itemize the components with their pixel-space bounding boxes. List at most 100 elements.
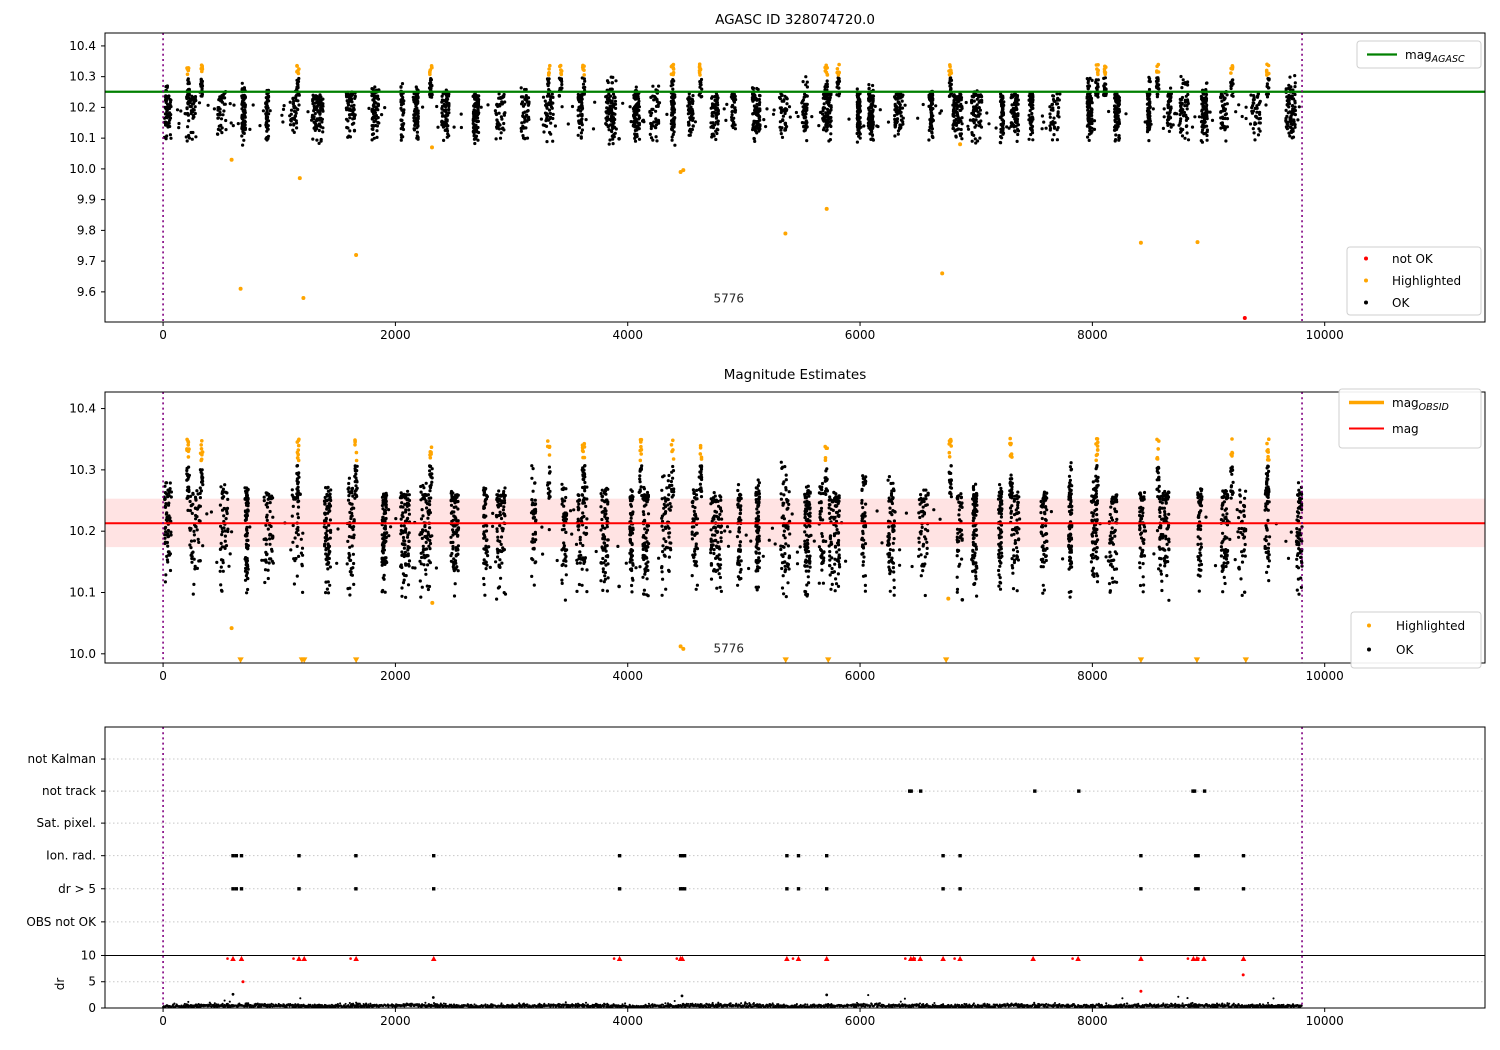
- x-tick-label: 8000: [1077, 1014, 1108, 1028]
- dr-clipped-high-marker: [238, 955, 245, 962]
- ok-points-layer: [162, 460, 1304, 602]
- highlighted-outlier-point: [678, 644, 683, 649]
- dr-red-layer: [226, 955, 1247, 962]
- plot-flags-content-layer: not Kalman not track Sat. pixel. Ion. rad. d…: [26, 726, 1486, 1028]
- highlighted-points-layer: [185, 436, 1271, 651]
- legend-mag-agasc-label: magAGASC: [1405, 48, 1465, 65]
- highlighted-outlier-point: [354, 253, 359, 257]
- highlighted-outlier-point: [958, 142, 963, 147]
- plot-agasc-content-layer: 0 2000 4000 6000 8000 10000 10.4 10.3 10.2 10.1 10…: [69, 32, 1486, 342]
- flag-point: [682, 887, 687, 891]
- dr-tick-label: 10: [81, 948, 96, 962]
- y-tick-label: 10.0: [69, 647, 96, 661]
- flag-point: [239, 854, 244, 858]
- flag-point: [958, 854, 962, 858]
- legend-label-sub: OBSID: [1419, 402, 1449, 413]
- annotation-obsid-mags: 5776: [714, 642, 745, 656]
- plot-flags: not Kalman not track Sat. pixel. Ion. rad. d…: [26, 726, 1486, 1028]
- dr-tick-label: 5: [88, 975, 96, 989]
- y-tick-label: 9.8: [77, 223, 96, 237]
- dr-clipped-high-marker: [795, 955, 802, 962]
- flag-point: [231, 887, 235, 891]
- clipped-low-marker: [1242, 657, 1250, 663]
- highlighted-outlier-point: [229, 157, 234, 162]
- axes-box: [104, 391, 1486, 664]
- x-tick-label: 0: [159, 669, 167, 683]
- flag-point: [617, 887, 622, 891]
- plot-magnitude-estimates-title: Magnitude Estimates: [724, 367, 866, 383]
- legend-agasc-points-box: [1346, 246, 1482, 316]
- dr-not-ok-point: [904, 957, 907, 960]
- legend-not-ok-label: not OK: [1392, 252, 1434, 266]
- highlighted-points-layer: [185, 62, 1271, 300]
- plot-magnitude-estimates: Magnitude Estimates 0 2000 4000 6000 8000 100…: [69, 367, 1486, 683]
- highlighted-outlier-point: [238, 286, 243, 291]
- dr-ok-outlier: [431, 996, 435, 999]
- x-tick-label: 8000: [1077, 328, 1108, 342]
- flag-point: [941, 854, 945, 858]
- highlighted-outlier-point: [229, 626, 234, 631]
- x-tick-label: 4000: [612, 1014, 643, 1028]
- dr-not-ok-point: [675, 957, 679, 960]
- dr-clipped-high-marker: [940, 955, 946, 962]
- x-tick-label: 0: [159, 328, 167, 342]
- dr-clipped-high-marker: [1201, 955, 1207, 962]
- flag-row-label: OBS not OK: [26, 915, 97, 929]
- flag-point: [1192, 789, 1197, 793]
- flag-point: [297, 887, 301, 891]
- x-tick-label: 0: [159, 1014, 167, 1028]
- flag-row-label: not track: [42, 784, 96, 798]
- x-tick-label: 6000: [845, 1014, 876, 1028]
- highlighted-outlier-point: [824, 206, 829, 211]
- highlighted-outlier-point: [681, 168, 686, 173]
- dr-clipped-high-marker: [430, 955, 437, 962]
- flag-row-label: Sat. pixel.: [36, 816, 96, 830]
- dr-clipped-high-marker: [296, 955, 302, 962]
- ok-outlier-point: [617, 137, 621, 141]
- flag-point: [432, 887, 436, 891]
- ok-marker-icon: [1364, 300, 1368, 305]
- dr-not-ok-point: [913, 957, 916, 960]
- y-tick-label: 10.1: [69, 131, 96, 145]
- ok-outlier-point: [617, 584, 621, 589]
- flag-row-label: Ion. rad.: [46, 849, 96, 863]
- flag-point: [617, 854, 622, 858]
- clipped-low-marker: [1193, 657, 1201, 663]
- dr-clipped-high-marker: [1030, 955, 1036, 962]
- dr-tick-label: 0: [88, 1001, 96, 1015]
- plot-agasc: AGASC ID 328074720.0 0 2000 4000 6000 8000 10…: [69, 12, 1486, 342]
- highlighted-outlier-point: [946, 596, 951, 601]
- y-tick-label: 10.1: [69, 585, 96, 599]
- flag-point: [239, 887, 244, 891]
- flag-row-label: not Kalman: [28, 752, 96, 766]
- dr-clipped-high-marker: [301, 955, 308, 962]
- legend-agasc-points: not OK Highlighted OK: [1346, 246, 1482, 316]
- legend-label-main: mag: [1392, 396, 1419, 410]
- flag-point: [958, 887, 962, 891]
- flag-point: [1196, 887, 1200, 891]
- legend-mag-obsid-label: magOBSID: [1392, 396, 1449, 413]
- dr-clipped-high-marker: [1240, 955, 1247, 962]
- highlighted-outlier-point: [1195, 240, 1200, 245]
- clipped-low-marker: [1137, 657, 1145, 663]
- flag-point: [1196, 854, 1200, 858]
- axes-box: [104, 32, 1486, 323]
- y-tick-label: 9.9: [77, 193, 96, 207]
- dr-not-ok-point: [791, 957, 795, 960]
- x-tick-label: 6000: [845, 669, 876, 683]
- x-tick-label: 4000: [612, 669, 643, 683]
- dr-not-ok-point: [241, 980, 245, 984]
- flag-point: [432, 854, 436, 858]
- dr-clipped-high-marker: [679, 955, 686, 962]
- highlighted-outlier-point: [430, 145, 434, 150]
- y-tick-label: 10.2: [69, 100, 96, 114]
- legend-label-sub: AGASC: [1431, 54, 1465, 65]
- clipped-low-marker: [782, 657, 789, 663]
- annotation-obsid-agasc: 5776: [714, 292, 745, 306]
- dr-clipped-high-marker: [823, 955, 830, 962]
- clipped-low-marker: [825, 657, 832, 663]
- dr-not-ok-point: [1071, 957, 1074, 960]
- x-tick-label: 10000: [1306, 669, 1344, 683]
